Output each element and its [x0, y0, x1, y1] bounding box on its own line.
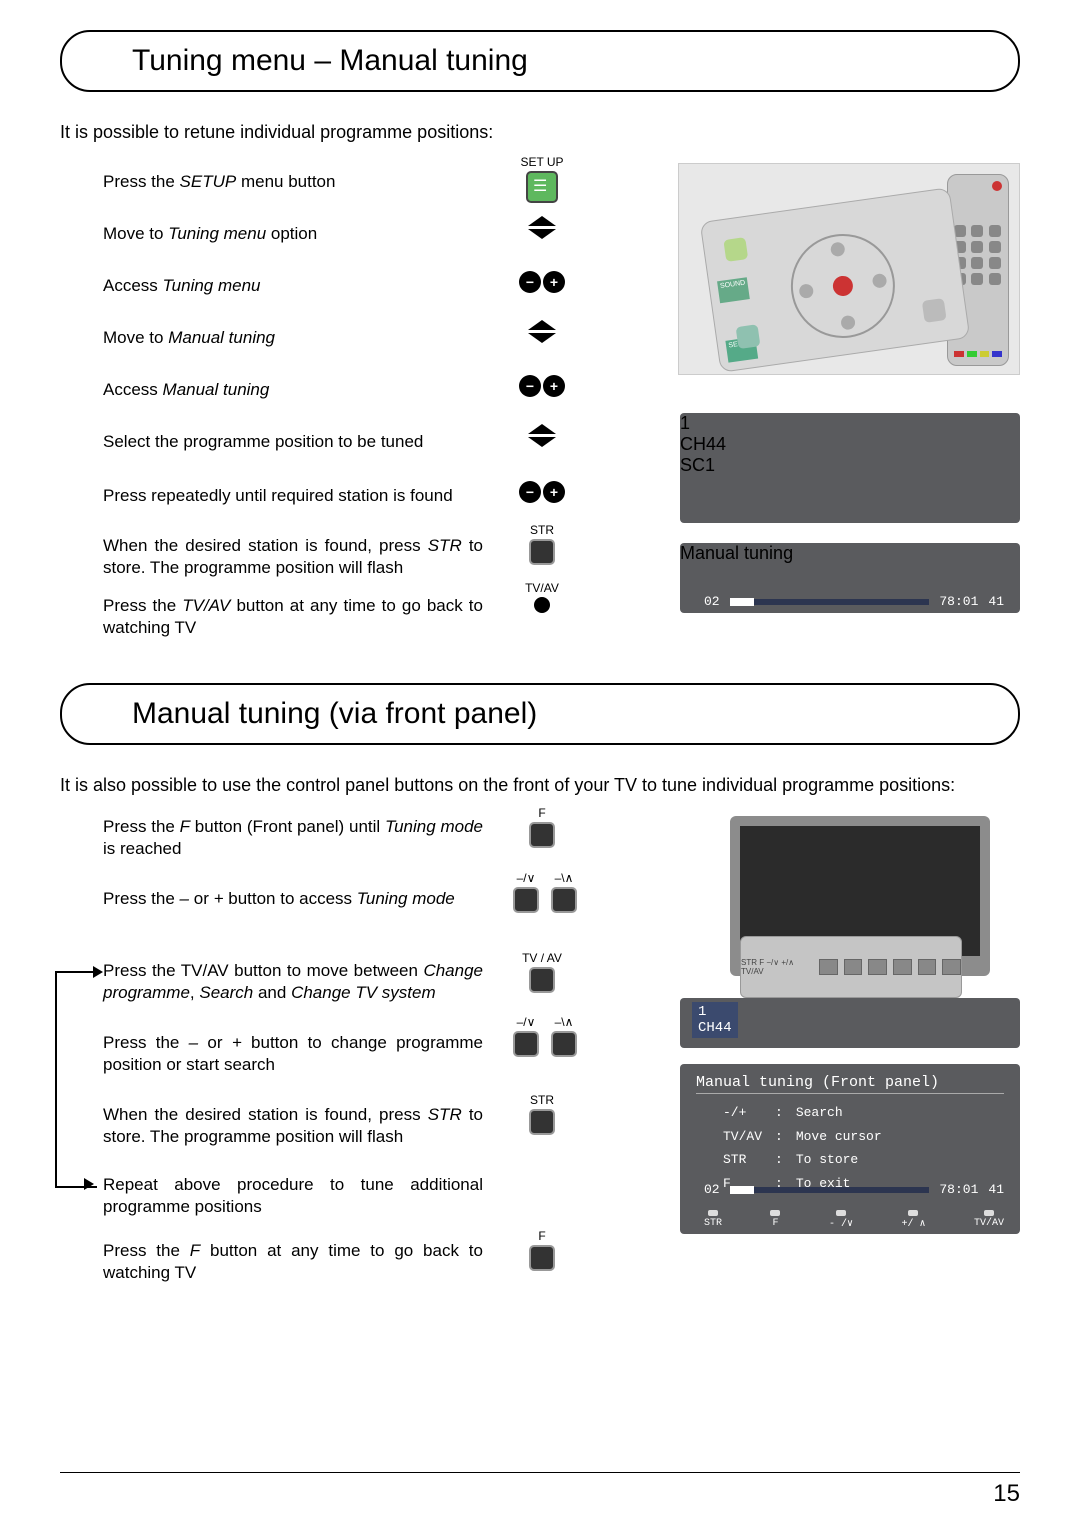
tv-illustration: STR F −/∨ +/∧ TV/AV [680, 816, 1020, 1026]
p2-icon: –/∨ –\∧ [500, 871, 590, 916]
step5-icon: −+ [512, 375, 572, 397]
panel-step1: Press the F button (Front panel) until T… [103, 816, 483, 860]
str-button-icon [529, 1109, 555, 1135]
fp-screen-a: 1 CH44 [680, 998, 1020, 1048]
section1-header: Tuning menu – Manual tuning [60, 30, 1020, 92]
arrow-icon [84, 1178, 94, 1190]
updown-icon [528, 424, 556, 447]
step2-icon [512, 215, 572, 239]
page-number: 15 [993, 1480, 1020, 1508]
updown-icon [528, 216, 556, 239]
f-button-icon [529, 1245, 555, 1271]
str-icon [529, 539, 555, 565]
step4: Move to Manual tuning [103, 327, 483, 349]
section1-intro: It is possible to retune individual prog… [60, 122, 1020, 143]
step8-icon: STR [512, 523, 572, 568]
step1: Press the SETUP menu button [103, 171, 483, 193]
panel-step4: Press the – or + button to change progra… [103, 1032, 483, 1076]
section2-title: Manual tuning (via front panel) [132, 697, 948, 731]
step2: Move to Tuning menu option [103, 223, 483, 245]
step9: Press the TV/AV button at any time to go… [103, 595, 483, 639]
panel-step3: Press the TV/AV button to move between C… [103, 960, 483, 1004]
remote-illustration: SOUND SET UP [678, 163, 1020, 375]
minus-button-icon [513, 1031, 539, 1057]
arrow-icon [93, 966, 103, 978]
fp-button-row: STR F - /∨ +/ ∧ TV/AV [704, 1210, 1004, 1230]
p3-icon: TV / AV [512, 951, 572, 996]
minus-button-icon [513, 887, 539, 913]
step6: Select the programme position to be tune… [103, 431, 483, 453]
panel-step6: Repeat above procedure to tune additiona… [103, 1174, 483, 1218]
section2-header: Manual tuning (via front panel) [60, 683, 1020, 745]
f-button-icon [529, 822, 555, 848]
panel-zoom: STR F −/∨ +/∧ TV/AV [740, 936, 962, 998]
tvav-icon [534, 597, 550, 613]
section2-intro: It is also possible to use the control p… [60, 775, 1020, 796]
leftright-icon: −+ [519, 481, 565, 503]
plus-button-icon [551, 887, 577, 913]
remote-zoom: SOUND SET UP [700, 187, 971, 373]
panel-step7: Press the F button at any time to go bac… [103, 1240, 483, 1284]
step5: Access Manual tuning [103, 379, 483, 401]
p7-icon: F [512, 1229, 572, 1274]
tv-screen-b: Manual tuning 02 78:01 41 [680, 543, 1020, 613]
setup-icon [526, 171, 558, 203]
leftright-icon: −+ [519, 271, 565, 293]
section1-title: Tuning menu – Manual tuning [132, 44, 948, 78]
step4-icon [512, 319, 572, 343]
leftright-icon: −+ [519, 375, 565, 397]
panel-step2: Press the – or + button to access Tuning… [103, 888, 483, 910]
p5-icon: STR [512, 1093, 572, 1138]
plus-button-icon [551, 1031, 577, 1057]
footer-rule [60, 1472, 1020, 1473]
tv-screen-a: 1 CH44 SC1 [680, 413, 1020, 523]
step7: Press repeatedly until required station … [103, 485, 483, 507]
updown-icon [528, 320, 556, 343]
p4-icon: –/∨ –\∧ [500, 1015, 590, 1060]
step6-icon [512, 423, 572, 447]
repeat-loop-line [55, 971, 97, 1188]
fp-screen-b: Manual tuning (Front panel) -/+:Search T… [680, 1064, 1020, 1234]
section2-steps: Press the F button (Front panel) until T… [60, 816, 1020, 1296]
p1-icon: F [512, 806, 572, 851]
section1-steps: Press the SETUP menu button SET UP Move … [60, 163, 1020, 683]
step3: Access Tuning menu [103, 275, 483, 297]
step8: When the desired station is found, press… [103, 535, 483, 579]
tvav-button-icon [529, 967, 555, 993]
panel-step5: When the desired station is found, press… [103, 1104, 483, 1148]
step1-icon: SET UP [512, 155, 572, 206]
step3-icon: −+ [512, 271, 572, 293]
step7-icon: −+ [512, 481, 572, 503]
step9-icon: TV/AV [512, 581, 572, 616]
